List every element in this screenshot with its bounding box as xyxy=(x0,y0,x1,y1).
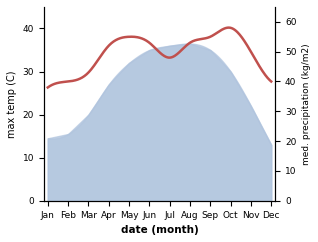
Y-axis label: med. precipitation (kg/m2): med. precipitation (kg/m2) xyxy=(302,43,311,165)
X-axis label: date (month): date (month) xyxy=(121,225,198,235)
Y-axis label: max temp (C): max temp (C) xyxy=(7,70,17,138)
